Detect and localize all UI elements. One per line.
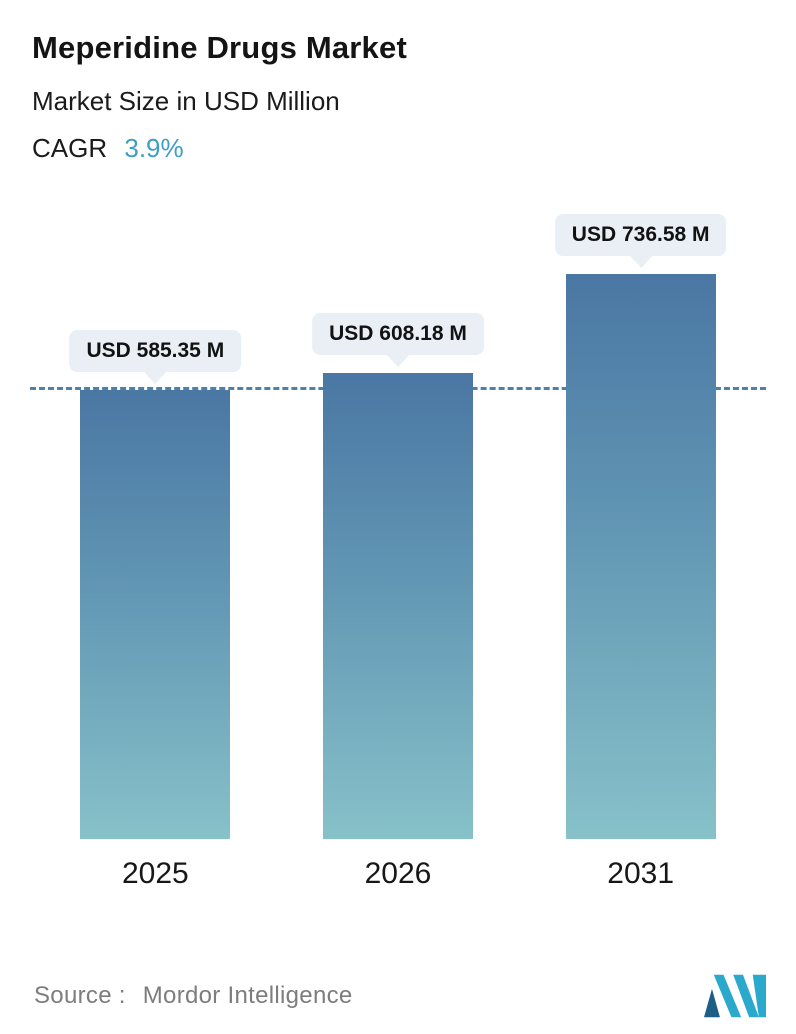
source-label: Source : xyxy=(34,982,126,1009)
footer: Source : Mordor Intelligence xyxy=(0,974,796,1018)
source-value: Mordor Intelligence xyxy=(142,982,353,1009)
bar xyxy=(323,373,473,839)
bubble-pointer-icon xyxy=(144,372,167,384)
source-line: Source : Mordor Intelligence xyxy=(34,982,353,1010)
bar-chart: USD 585.35 M 2025 USD 608.18 M 2026 USD 736.… xyxy=(30,214,766,890)
x-axis-label: 2026 xyxy=(364,857,432,890)
chart-header: Meperidine Drugs Market Market Size in U… xyxy=(0,0,796,164)
page-title: Meperidine Drugs Market xyxy=(32,30,407,65)
value-label: USD 608.18 M xyxy=(329,322,467,345)
bar-column: USD 585.35 M 2025 xyxy=(34,264,277,890)
chart-subtitle: Market Size in USD Million xyxy=(32,86,340,116)
bubble-pointer-icon xyxy=(629,256,652,268)
bar xyxy=(565,274,716,839)
value-label-bubble: USD 585.35 M xyxy=(69,330,242,384)
value-label-bubble: USD 608.18 M xyxy=(312,313,484,367)
cagr-value: 3.9% xyxy=(124,133,184,163)
cagr-line: CAGR 3.9% xyxy=(32,133,764,164)
bar-column: USD 608.18 M 2026 xyxy=(277,264,520,890)
x-axis-label: 2025 xyxy=(121,857,189,890)
value-label: USD 585.35 M xyxy=(86,339,225,362)
value-label-bubble: USD 736.58 M xyxy=(554,214,727,268)
bubble-pointer-icon xyxy=(386,355,409,367)
bar-columns: USD 585.35 M 2025 USD 608.18 M 2026 USD 736.… xyxy=(34,214,762,890)
mordor-intelligence-logo xyxy=(704,974,766,1018)
value-label: USD 736.58 M xyxy=(571,223,710,246)
bar-column: USD 736.58 M 2031 xyxy=(519,214,762,890)
bar xyxy=(80,390,231,839)
cagr-label: CAGR xyxy=(32,133,108,163)
x-axis-label: 2031 xyxy=(607,857,675,890)
